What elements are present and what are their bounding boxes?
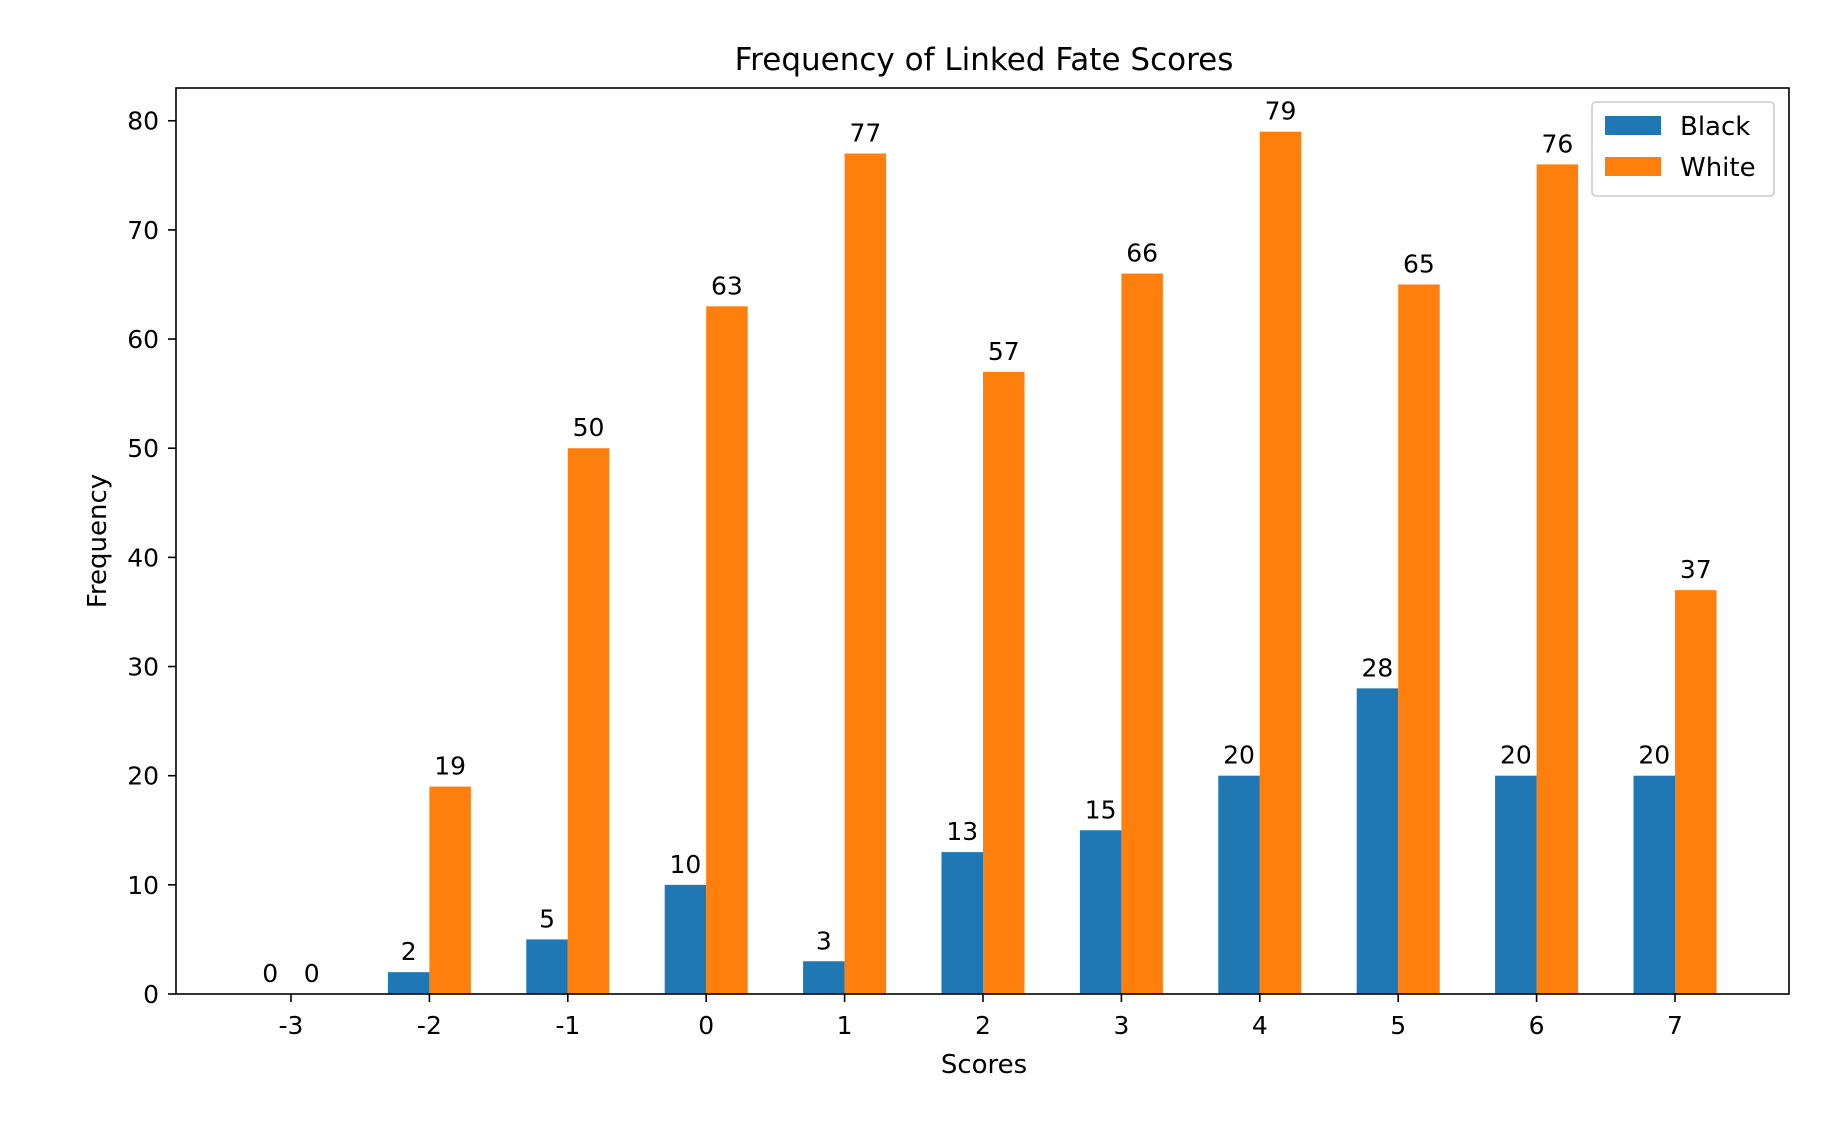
data-label-white-3: 66 [1126,239,1158,268]
bar-white-1 [844,153,887,995]
data-label-black-4: 20 [1223,741,1255,770]
bar-white-4 [1259,131,1302,994]
bar-white-3 [1121,273,1163,994]
y-tick-label-10: 10 [127,871,159,900]
data-label-white-0: 63 [711,271,743,300]
x-tick-label-4: 4 [1252,1011,1268,1040]
x-tick-label-3: 3 [1113,1011,1129,1040]
legend-label-black: Black [1680,112,1750,142]
bar-white--1 [567,448,610,994]
legend-swatch-white [1605,157,1661,176]
y-tick-label-40: 40 [127,543,159,572]
y-tick-label-70: 70 [127,216,159,245]
bar-black-0 [664,884,707,994]
chart-title: Frequency of Linked Fate Scores [735,42,1234,78]
data-label-black-7: 20 [1638,741,1670,770]
data-label-white--2: 19 [434,752,466,781]
data-label-black--3: 0 [262,959,278,988]
data-label-black-2: 13 [946,817,978,846]
data-labels-layer: 0 2 5 10 3 13 15 20 28 20 20 0 19 50 63 77 57 66 79 65 76 37 [262,97,1711,988]
bar-white--2 [429,786,471,994]
data-label-black--2: 2 [401,937,417,966]
bar-white-0 [706,306,748,995]
data-label-white-2: 57 [988,337,1020,366]
x-tick-label--3: -3 [279,1011,304,1040]
y-axis: 0 10 20 30 40 50 60 70 80 [127,107,176,1009]
y-tick-label-30: 30 [127,653,159,682]
bar-white-2 [983,371,1025,994]
y-tick-label-60: 60 [127,325,159,354]
x-axis: -3 -2 -1 0 1 2 3 4 5 6 7 [279,994,1683,1040]
legend-label-white: White [1680,153,1756,183]
y-tick-label-0: 0 [143,980,159,1009]
data-label-white--1: 50 [573,413,605,442]
bar-black--2 [387,972,430,994]
bar-white-6 [1536,164,1579,994]
data-label-white-5: 65 [1403,249,1435,278]
bar-black-3 [1079,830,1122,994]
x-tick-label-6: 6 [1529,1011,1545,1040]
legend: Black White [1591,101,1775,197]
y-tick-label-20: 20 [127,762,159,791]
bar-black-2 [941,852,983,994]
legend-swatch-black [1605,116,1661,135]
data-label-black-6: 20 [1500,741,1532,770]
y-axis-label: Frequency [83,474,113,608]
bar-white-5 [1398,284,1440,994]
x-axis-label: Scores [941,1050,1027,1080]
data-label-white--3: 0 [304,959,320,988]
data-label-black-0: 10 [670,850,702,879]
x-tick-label--2: -2 [417,1011,442,1040]
bar-black-1 [803,961,845,994]
data-label-white-1: 77 [849,118,881,147]
data-label-white-7: 37 [1680,555,1712,584]
bar-black-4 [1218,775,1260,994]
bar-black-5 [1356,688,1399,994]
data-label-white-4: 79 [1265,97,1297,126]
bar-black-7 [1633,775,1675,994]
y-tick-label-50: 50 [127,434,159,463]
bars-layer [387,131,1717,995]
data-label-white-6: 76 [1541,129,1573,158]
x-tick-label-5: 5 [1390,1011,1406,1040]
x-tick-label-0: 0 [698,1011,714,1040]
data-label-black-5: 28 [1362,653,1394,682]
x-tick-label--1: -1 [555,1011,580,1040]
x-tick-label-1: 1 [837,1011,853,1040]
x-tick-label-2: 2 [975,1011,991,1040]
x-tick-label-7: 7 [1667,1011,1683,1040]
y-tick-label-80: 80 [127,107,159,136]
data-label-black-1: 3 [816,926,832,955]
bar-white-7 [1675,590,1717,994]
bar-black-6 [1495,775,1537,994]
data-label-black--1: 5 [539,904,555,933]
data-label-black-3: 15 [1085,795,1117,824]
bar-black--1 [526,939,568,994]
